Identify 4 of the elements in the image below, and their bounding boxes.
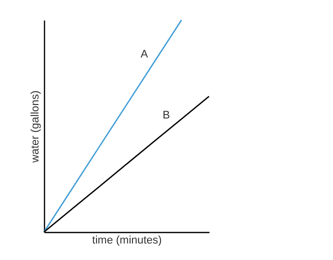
series-label: A (140, 48, 149, 60)
x-axis-title: time (minutes) (92, 234, 162, 246)
series-label: B (162, 109, 170, 122)
y-axis-title: water (gallons) (30, 90, 42, 164)
